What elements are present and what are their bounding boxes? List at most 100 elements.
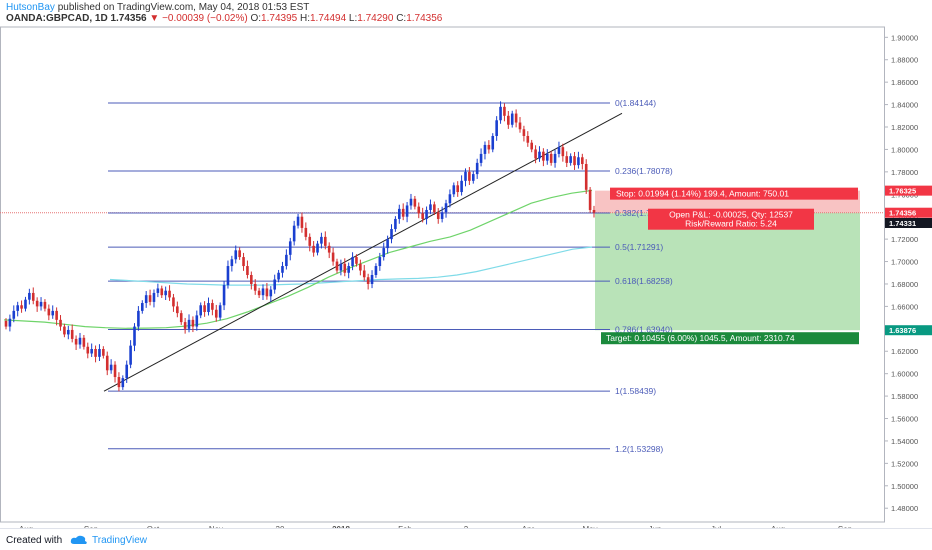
tradingview-brand-link[interactable]: TradingView [92, 535, 148, 546]
candle-body [444, 203, 448, 213]
price-badge-label: 1.74331 [889, 219, 916, 228]
candle-body [292, 225, 296, 242]
candle-body [351, 257, 354, 267]
candle-body [386, 239, 389, 249]
price-badge [885, 185, 932, 196]
candle-body [468, 171, 471, 181]
candle-body [12, 310, 16, 319]
candle-body [199, 305, 203, 316]
candle-body [211, 303, 214, 310]
candle-body [246, 266, 249, 276]
candle-body [588, 189, 592, 210]
candle-body [288, 241, 292, 255]
candle-body [31, 292, 35, 301]
candle-body [281, 266, 284, 273]
candle-body [4, 320, 8, 327]
price-badge [885, 207, 932, 218]
candle-body [187, 319, 191, 329]
candle-body [148, 295, 152, 302]
candle-body [456, 185, 460, 193]
candle-body [277, 272, 280, 280]
candle-body [109, 364, 113, 371]
candle-body [160, 288, 164, 296]
candle-body [273, 279, 276, 290]
candle-body [51, 310, 55, 316]
candle-body [300, 216, 304, 228]
candle-body [74, 338, 78, 345]
candle-body [359, 263, 362, 271]
candle-body [55, 310, 58, 320]
y-tick-label: 1.90000 [891, 33, 918, 42]
candle-body [405, 205, 409, 217]
candle-body [98, 349, 101, 357]
y-tick-label: 1.78000 [891, 168, 918, 177]
candle-body [573, 156, 576, 166]
candle-body [510, 113, 514, 125]
symbol-label: OANDA:GBPCAD, 1D [6, 13, 108, 24]
fib-level-label: 0(1.84144) [615, 98, 656, 108]
candle-body [238, 250, 241, 258]
y-tick-label: 1.52000 [891, 459, 918, 468]
x-tick-label: Oct [147, 525, 160, 528]
candle-body [265, 288, 269, 297]
y-tick-label: 1.86000 [891, 78, 918, 87]
candle-body [475, 162, 479, 175]
candle-body [250, 275, 253, 284]
candle-body [164, 290, 167, 296]
candle-body [82, 337, 86, 347]
candle-body [413, 198, 417, 207]
price-chart[interactable]: Aug Sep Oct Nov 30 2018 Feb 2 Apr May Jun Jul Aug Sep… [0, 24, 932, 528]
x-tick-label: Apr [522, 525, 535, 528]
candle-body [561, 147, 565, 157]
candle-body [518, 122, 522, 130]
candle-body [113, 364, 117, 378]
candle-body [394, 218, 397, 230]
fib-level-label: 0.618(1.68258) [615, 276, 673, 286]
x-tick-label: Aug [19, 525, 33, 528]
fib-level-label: 1.2(1.53298) [615, 444, 663, 454]
candle-body [324, 236, 327, 246]
x-tick-label: 2018 [332, 525, 350, 528]
y-tick-label: 1.62000 [891, 347, 918, 356]
author-link[interactable]: HutsonBay [6, 2, 55, 13]
candle-body [553, 153, 557, 163]
candle-body [191, 319, 195, 327]
candle-body [471, 174, 475, 181]
candle-body [24, 299, 27, 309]
candle-body [362, 270, 366, 278]
candle-body [144, 295, 148, 304]
candle-body [117, 377, 121, 388]
y-tick-label: 1.56000 [891, 415, 918, 424]
candle-body [47, 308, 51, 316]
candle-body [557, 147, 561, 154]
candle-body [522, 129, 526, 136]
candle-body [374, 266, 378, 276]
candle-body [203, 305, 206, 313]
price-badge-label: 1.63876 [889, 326, 916, 335]
candle-body [43, 301, 47, 309]
candle-body [390, 229, 393, 240]
last-price: 1.74356 [110, 13, 147, 24]
ma-cyan-line [109, 246, 593, 286]
target-zone [595, 212, 860, 331]
publish-line: HutsonBay published on TradingView.com, … [6, 2, 309, 13]
candle-body [234, 250, 238, 260]
candle-body [499, 106, 502, 121]
candle-body [230, 259, 234, 267]
y-tick-label: 1.54000 [891, 437, 918, 446]
candle-body [195, 315, 199, 327]
x-tick-label: Jul [711, 525, 721, 528]
candle-body [125, 364, 129, 379]
candle-body [545, 153, 549, 161]
candle-body [436, 212, 440, 219]
y-tick-label: 1.88000 [891, 56, 918, 65]
candle-body [183, 322, 187, 329]
candle-body [168, 290, 171, 298]
candle-body [378, 257, 382, 267]
open-pl-label: Open P&L: -0.00025, Qty: 12537 [669, 210, 793, 220]
candle-body [565, 156, 569, 163]
candle-body [90, 349, 93, 354]
x-tick-label: Jun [649, 525, 662, 528]
candle-body [269, 289, 273, 297]
candle-body [86, 346, 90, 354]
